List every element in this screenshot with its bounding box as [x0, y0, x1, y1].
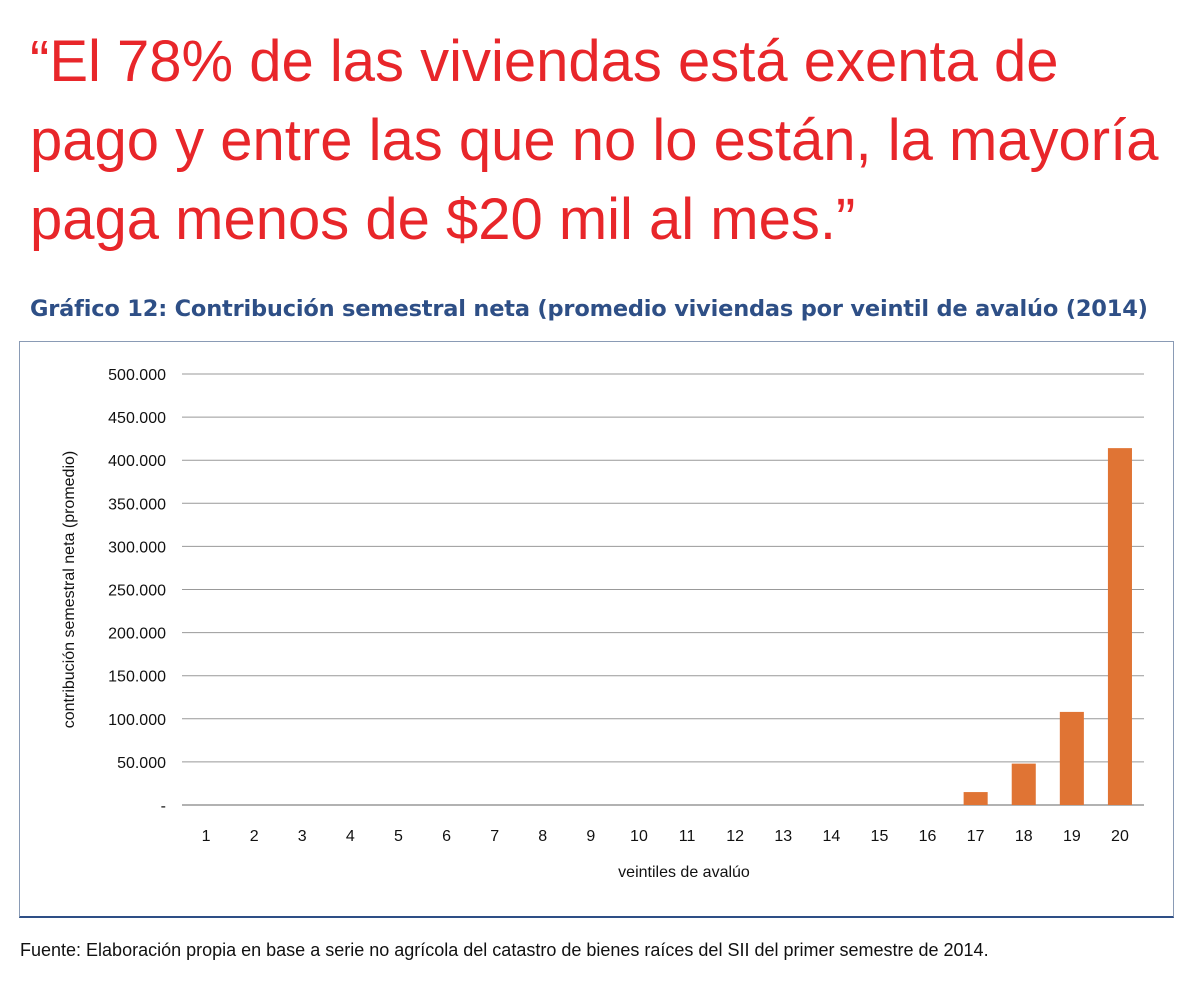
x-tick-label: 16 — [919, 828, 937, 845]
y-tick-label: 500.000 — [108, 367, 166, 384]
x-tick-label: 1 — [202, 828, 211, 845]
bar-19 — [1059, 711, 1084, 805]
x-tick-label: 17 — [967, 828, 985, 845]
y-tick-label: 450.000 — [108, 410, 166, 427]
y-tick-labels: - 50.000 100.000 150.000 200.000 250.000 300.0… — [108, 367, 166, 815]
x-tick-label: 2 — [250, 828, 259, 845]
bar-18 — [1011, 763, 1036, 805]
x-axis-label: veintiles de avalúo — [618, 864, 750, 881]
y-tick-label: 50.000 — [117, 755, 166, 772]
y-tick-label: 350.000 — [108, 496, 166, 513]
y-axis-label: contribución semestral neta (promedio) — [61, 451, 78, 728]
x-tick-label: 12 — [726, 828, 744, 845]
y-tick-label: 400.000 — [108, 453, 166, 470]
x-tick-label: 10 — [630, 828, 648, 845]
chart-frame: - 50.000 100.000 150.000 200.000 250.000 300.0… — [19, 341, 1174, 918]
y-tick-label: 100.000 — [108, 712, 166, 729]
x-tick-label: 13 — [774, 828, 792, 845]
source-note: Fuente: Elaboración propia en base a ser… — [20, 940, 989, 960]
x-tick-label: 3 — [298, 828, 307, 845]
x-tick-label: 8 — [538, 828, 547, 845]
x-tick-label: 4 — [346, 828, 355, 845]
x-tick-label: 11 — [679, 828, 696, 845]
x-tick-label: 18 — [1015, 828, 1033, 845]
x-tick-label: 15 — [871, 828, 889, 845]
x-tick-label: 9 — [586, 828, 595, 845]
y-tick-label: 300.000 — [108, 539, 166, 556]
x-tick-label: 14 — [822, 828, 840, 845]
y-tick-label: - — [161, 798, 166, 815]
headline-quote: “El 78% de las viviendas está exenta de … — [30, 29, 1159, 252]
x-tick-labels: 1 2 3 4 5 6 7 8 9 10 11 12 13 14 15 16 17 18 19 20 — [202, 828, 1129, 845]
bar-17 — [963, 792, 988, 805]
x-tick-label: 19 — [1063, 828, 1081, 845]
y-tick-label: 150.000 — [108, 669, 166, 686]
bar-chart: - 50.000 100.000 150.000 200.000 250.000 300.0… — [61, 367, 1144, 881]
y-tick-label: 250.000 — [108, 583, 166, 600]
bars — [963, 448, 1132, 805]
bar-20 — [1107, 448, 1132, 805]
x-tick-label: 5 — [394, 828, 403, 845]
x-tick-label: 20 — [1111, 828, 1129, 845]
x-tick-label: 6 — [442, 828, 451, 845]
y-tick-label: 200.000 — [108, 626, 166, 643]
x-tick-label: 7 — [490, 828, 499, 845]
grid-lines — [182, 373, 1144, 806]
chart-title: Gráfico 12: Contribución semestral neta … — [30, 296, 1148, 322]
